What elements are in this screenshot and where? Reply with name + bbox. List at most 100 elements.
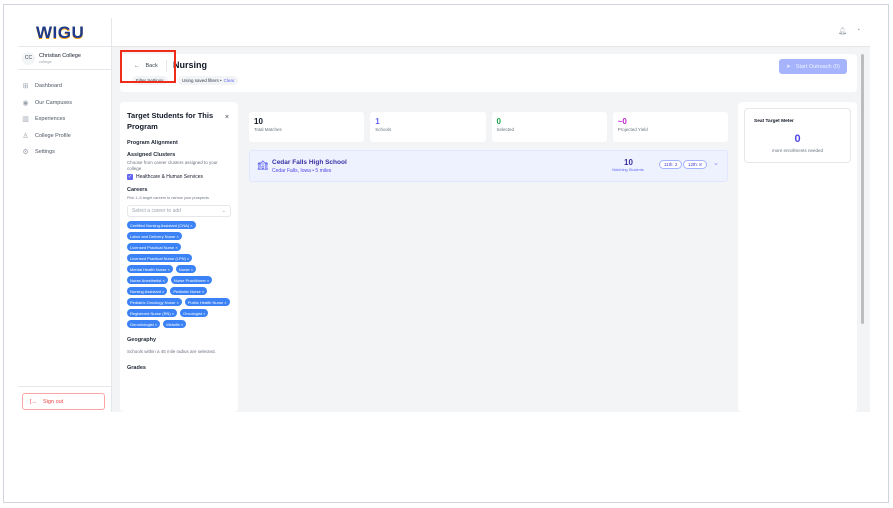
stat-label: Schools: [375, 127, 392, 132]
section-assigned-clusters: Assigned Clusters: [127, 152, 176, 158]
career-tag[interactable]: Licensed Practical Nurse (LPN) ×: [127, 254, 193, 262]
career-tag[interactable]: Nursing Assistant ×: [127, 287, 168, 295]
career-tag[interactable]: Nurse Anesthetist ×: [127, 276, 168, 284]
stat-schools: 1 Schools: [370, 112, 486, 142]
page-header: ← Back Nursing Filter Settings Using save…: [120, 54, 857, 92]
sidebar-item-label: Dashboard: [35, 83, 62, 90]
cluster-label: Healthcare & Human Services: [136, 174, 203, 180]
logout-icon: [→: [30, 398, 38, 405]
career-tag[interactable]: Pediatric Nurse ×: [170, 287, 208, 295]
back-button[interactable]: ← Back: [134, 61, 158, 71]
meter-label: more enrollments needed: [771, 148, 824, 153]
divider: [18, 386, 112, 387]
meter-title: Seat Target Meter: [754, 119, 794, 124]
back-label: Back: [145, 63, 158, 69]
career-tag[interactable]: Mental Health Nurse ×: [127, 265, 173, 273]
stat-value: 10: [254, 117, 263, 126]
arrow-left-icon: ←: [134, 63, 140, 69]
sidebar-item-settings[interactable]: ⚙ Settings: [22, 144, 72, 161]
school-name: Cedar Falls High School: [272, 159, 347, 166]
send-icon: ➤: [786, 63, 791, 70]
sidebar-item-experiences[interactable]: ▥ Experiences: [22, 111, 72, 128]
career-tag[interactable]: Certified Nursing Assistant (CNA) ×: [127, 221, 196, 229]
org-type: college: [39, 58, 52, 64]
eye-icon: ◉: [22, 99, 29, 107]
sign-out-label: Sign out: [43, 398, 64, 405]
section-careers: Careers: [127, 187, 148, 193]
career-tag[interactable]: Registered Nurse (RN) ×: [127, 309, 178, 317]
grid-icon: ⊞: [22, 83, 29, 91]
career-tag[interactable]: Nurse ×: [175, 265, 197, 273]
saved-filters-chip: Using saved filters • Clear: [178, 76, 239, 85]
sidebar-item-label: Our Campuses: [35, 99, 72, 106]
bell-icon[interactable]: 🔔︎: [838, 28, 847, 35]
stat-value: ~0: [617, 117, 627, 126]
career-tag[interactable]: Licensed Practical Nurse ×: [127, 243, 181, 251]
org-info: CC Christian College college: [18, 46, 112, 70]
filter-settings-chip[interactable]: Filter Settings: [132, 76, 168, 85]
career-tag[interactable]: Pediatric Oncology Nurse ×: [127, 298, 182, 306]
chevron-down-icon[interactable]: ⌄: [713, 160, 719, 167]
check-icon: ✓: [127, 174, 133, 180]
career-tag[interactable]: Gerontologist ×: [127, 320, 161, 328]
geography-help: Schools within a 45 mile radius are sele…: [127, 349, 216, 354]
clear-filters-link[interactable]: Clear: [223, 78, 235, 83]
meter-panel: Seat Target Meter 0 more enrollments nee…: [738, 102, 857, 412]
career-tag[interactable]: Oncologist ×: [180, 309, 209, 317]
app: WIGU CC Christian College college ⊞ Dashbo…: [18, 18, 870, 412]
meter-value: 0: [794, 133, 801, 145]
section-grades: Grades: [127, 365, 146, 371]
logo: WIGU: [36, 23, 85, 42]
sign-out-button[interactable]: [→ Sign out: [22, 393, 105, 410]
career-placeholder: Select a career to add: [132, 208, 181, 214]
filters-panel: Target Students for This Program × Progr…: [120, 102, 238, 412]
school-location: Cedar Falls, Iowa • 5 miles: [272, 168, 332, 174]
stat-label: Total Matches: [254, 127, 282, 132]
page-title: Nursing: [173, 60, 208, 70]
start-outreach-label: Start Outreach (0): [795, 63, 840, 70]
grade-chip: 11th: 2: [659, 160, 683, 169]
divider: [166, 60, 167, 72]
avatar: CC: [22, 51, 35, 65]
seat-target-meter: Seat Target Meter 0 more enrollments nee…: [744, 108, 851, 163]
sidebar-nav: ⊞ Dashboard ◉ Our Campuses ▥ Experiences ♙ C…: [22, 78, 72, 161]
close-icon[interactable]: ×: [224, 114, 229, 121]
grade-chip: 12th: 8: [683, 160, 707, 169]
stat-projected-yield: ~0 Projected Yield: [612, 112, 728, 142]
clusters-help: Choose from career clusters assigned to …: [127, 160, 218, 171]
start-outreach-button[interactable]: ➤ Start Outreach (0): [779, 59, 847, 74]
matching-count: 10: [624, 158, 633, 167]
stat-total-matches: 10 Total Matches: [249, 112, 365, 142]
org-name: Christian College: [39, 52, 81, 59]
career-tag[interactable]: Public Health Nurse ×: [184, 298, 230, 306]
cluster-checkbox[interactable]: ✓ Healthcare & Human Services: [127, 174, 231, 180]
stats-row: 10 Total Matches 1 Schools 0 Selected ~0 Pro…: [249, 112, 728, 142]
career-tag[interactable]: Labor and Delivery Nurse ×: [127, 232, 182, 240]
user-icon: ♙: [22, 132, 29, 140]
school-row[interactable]: 🏫︎ Cedar Falls High School Cedar Falls, …: [249, 150, 728, 182]
saved-filters-label: Using saved filters •: [182, 78, 222, 83]
sidebar-item-college-profile[interactable]: ♙ College Profile: [22, 128, 72, 145]
chevron-down-icon: ⌄: [221, 208, 226, 214]
top-bar: 🔔︎ ◔: [112, 18, 870, 47]
sidebar-item-label: Settings: [35, 149, 55, 156]
help-icon[interactable]: ◔: [856, 27, 861, 34]
sidebar-item-dashboard[interactable]: ⊞ Dashboard: [22, 78, 72, 95]
careers-help: Pick 1–5 target careers to narrow your p…: [127, 196, 209, 200]
career-tag[interactable]: Midwife ×: [163, 320, 187, 328]
school-icon: 🏫︎: [257, 160, 269, 170]
career-tags: Certified Nursing Assistant (CNA) × Labor…: [127, 221, 233, 328]
career-tag[interactable]: Nurse Practitioner ×: [170, 276, 213, 284]
sidebar-item-campuses[interactable]: ◉ Our Campuses: [22, 95, 72, 112]
window-frame: [3, 4, 889, 503]
building-icon: ▥: [22, 116, 29, 124]
stat-value: 1: [375, 117, 380, 126]
career-select[interactable]: Select a career to add ⌄: [127, 205, 231, 217]
stat-value: 0: [496, 117, 501, 126]
stat-selected: 0 Selected: [491, 112, 607, 142]
section-program-alignment: Program Alignment: [127, 140, 178, 146]
filters-title: Target Students for This Program: [127, 111, 214, 131]
scrollbar-thumb[interactable]: [861, 54, 864, 324]
stat-label: Selected: [496, 127, 515, 132]
section-geography: Geography: [127, 337, 157, 343]
